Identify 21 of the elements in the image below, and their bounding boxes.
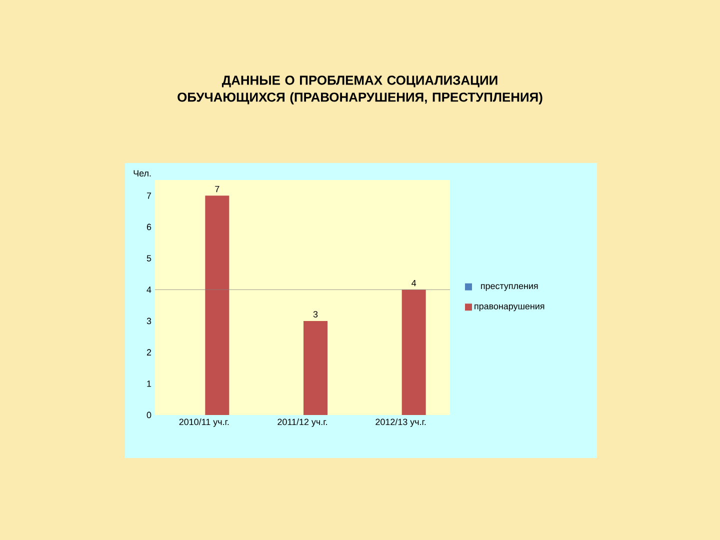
data-label: 4 bbox=[412, 280, 416, 286]
y-tick-label: 6 bbox=[146, 224, 152, 230]
x-tick-label: 2010/11 уч.г. bbox=[179, 418, 229, 427]
data-label: 7 bbox=[215, 186, 220, 192]
y-tick-label: 5 bbox=[146, 255, 152, 262]
y-tick-label: 3 bbox=[146, 318, 152, 324]
chart-title: ДАННЫЕ О ПРОБЛЕМАХ СОЦИАЛИЗАЦИИ ОБУЧАЮЩИХСЯ (ПРАВОНАРУШЕНИЯ, ПРЕСТУПЛЕНИЯ) bbox=[178, 76, 542, 104]
data-label: 3 bbox=[313, 311, 318, 318]
bar bbox=[304, 320, 328, 415]
y-tick-label: 4 bbox=[146, 286, 152, 293]
y-axis-title: Чел. bbox=[134, 170, 151, 176]
y-tick-label: 7 bbox=[146, 192, 152, 199]
y-tick-label: 2 bbox=[146, 349, 152, 356]
bar bbox=[402, 290, 426, 415]
legend-label: преступления bbox=[481, 284, 538, 291]
bar bbox=[205, 196, 230, 415]
legend-label: правонарушения bbox=[474, 304, 544, 312]
y-tick-label: 0 bbox=[146, 412, 152, 418]
x-tick-label: 2012/13 уч.г. bbox=[376, 418, 426, 427]
x-tick-label: 2011/12 уч.г. bbox=[278, 418, 327, 427]
y-tick-label: 1 bbox=[147, 380, 152, 387]
